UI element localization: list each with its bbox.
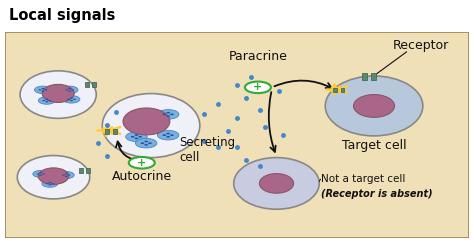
- Circle shape: [71, 89, 74, 90]
- Circle shape: [126, 132, 147, 141]
- Circle shape: [166, 112, 170, 113]
- Circle shape: [68, 90, 71, 92]
- Ellipse shape: [20, 71, 96, 118]
- Circle shape: [63, 95, 80, 103]
- Circle shape: [45, 89, 47, 90]
- Text: Secreting
cell: Secreting cell: [179, 136, 235, 164]
- Circle shape: [41, 88, 45, 89]
- Circle shape: [144, 144, 148, 146]
- Circle shape: [45, 101, 48, 103]
- Ellipse shape: [102, 94, 200, 158]
- Circle shape: [140, 142, 145, 144]
- Circle shape: [166, 115, 170, 117]
- Ellipse shape: [123, 108, 170, 135]
- Bar: [113, 129, 117, 134]
- Circle shape: [170, 113, 174, 115]
- Text: (Receptor is absent): (Receptor is absent): [321, 189, 433, 199]
- Text: Not a target cell: Not a target cell: [321, 174, 406, 184]
- Circle shape: [45, 99, 48, 100]
- Text: Local signals: Local signals: [9, 8, 116, 23]
- Circle shape: [48, 184, 51, 186]
- Circle shape: [35, 86, 51, 94]
- Circle shape: [144, 141, 148, 142]
- Circle shape: [65, 173, 68, 174]
- Text: +: +: [137, 158, 146, 168]
- Circle shape: [46, 183, 48, 184]
- Text: Paracrine: Paracrine: [228, 50, 287, 63]
- Circle shape: [41, 90, 45, 92]
- Circle shape: [62, 174, 65, 176]
- Circle shape: [42, 100, 46, 101]
- Circle shape: [36, 173, 39, 174]
- Circle shape: [70, 97, 73, 99]
- Circle shape: [48, 100, 51, 101]
- Text: Target cell: Target cell: [342, 139, 406, 153]
- Bar: [341, 88, 345, 93]
- Circle shape: [166, 133, 170, 134]
- Circle shape: [129, 157, 155, 169]
- Circle shape: [39, 174, 42, 176]
- Circle shape: [51, 183, 54, 184]
- Circle shape: [166, 136, 170, 138]
- Text: Autocrine: Autocrine: [112, 170, 172, 183]
- Circle shape: [33, 170, 49, 177]
- Circle shape: [136, 139, 157, 148]
- Circle shape: [42, 173, 45, 174]
- Ellipse shape: [38, 168, 69, 184]
- FancyBboxPatch shape: [5, 32, 469, 238]
- Circle shape: [68, 88, 71, 89]
- Circle shape: [148, 142, 152, 144]
- Bar: [79, 168, 82, 173]
- Circle shape: [70, 100, 73, 101]
- Circle shape: [73, 99, 76, 100]
- Circle shape: [61, 86, 78, 94]
- Ellipse shape: [17, 156, 90, 199]
- Bar: [86, 168, 90, 173]
- Bar: [362, 73, 367, 80]
- Circle shape: [163, 134, 166, 136]
- Circle shape: [135, 138, 138, 139]
- Bar: [85, 82, 89, 87]
- Bar: [333, 88, 337, 93]
- Circle shape: [39, 172, 42, 173]
- Ellipse shape: [325, 76, 423, 136]
- Circle shape: [135, 134, 138, 136]
- Circle shape: [67, 99, 70, 100]
- Bar: [92, 82, 96, 87]
- Circle shape: [245, 82, 271, 93]
- Circle shape: [65, 176, 68, 177]
- Ellipse shape: [259, 174, 293, 193]
- Ellipse shape: [42, 84, 74, 103]
- Circle shape: [138, 136, 142, 138]
- Text: Receptor: Receptor: [392, 39, 448, 52]
- Circle shape: [58, 172, 74, 179]
- Circle shape: [38, 97, 55, 104]
- Circle shape: [48, 182, 51, 183]
- Circle shape: [65, 89, 68, 90]
- Circle shape: [38, 89, 42, 90]
- Bar: [106, 129, 109, 134]
- Circle shape: [163, 113, 166, 115]
- Circle shape: [68, 174, 71, 176]
- Circle shape: [157, 130, 179, 140]
- Text: +: +: [253, 82, 263, 92]
- Circle shape: [131, 136, 135, 138]
- Bar: [371, 73, 376, 80]
- Ellipse shape: [354, 95, 394, 117]
- Circle shape: [42, 180, 58, 187]
- Ellipse shape: [234, 158, 319, 209]
- Circle shape: [170, 134, 174, 136]
- Circle shape: [157, 110, 179, 119]
